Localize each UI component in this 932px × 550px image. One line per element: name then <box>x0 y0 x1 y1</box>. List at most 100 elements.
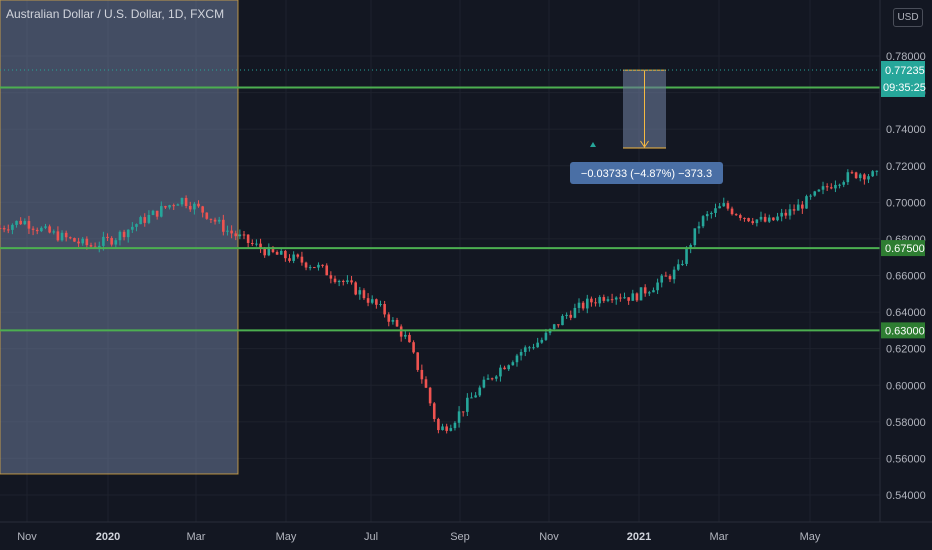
candle-body <box>697 226 701 229</box>
candle-body <box>693 228 697 246</box>
candle-body <box>581 302 585 309</box>
candle-body <box>27 221 31 229</box>
candle-body <box>850 172 854 174</box>
candle-body <box>201 206 204 213</box>
candle-body <box>6 229 10 231</box>
candle-body <box>507 365 511 370</box>
candle-body <box>44 226 47 228</box>
candle-body <box>739 215 742 218</box>
horizontal-levels[interactable] <box>0 86 880 332</box>
candle-body <box>813 191 817 196</box>
candle-body <box>755 219 759 224</box>
candle-body <box>792 209 796 211</box>
candle-body <box>106 236 109 238</box>
last-price-tag <box>881 60 925 97</box>
candle-body <box>48 226 51 233</box>
candle-body <box>143 217 147 223</box>
candle-body <box>184 197 188 206</box>
candle-body <box>838 184 841 186</box>
candle-body <box>437 418 440 431</box>
candle-body <box>11 224 14 230</box>
candle-body <box>31 228 35 230</box>
y-tick-label: 0.64000 <box>886 307 926 319</box>
candle-body <box>337 280 341 283</box>
candle-body <box>242 234 246 236</box>
candle-body <box>213 219 217 222</box>
candle-body <box>594 302 597 304</box>
candle-body <box>358 290 362 295</box>
candle-body <box>478 387 482 396</box>
candle-body <box>346 280 349 283</box>
time-axis[interactable] <box>0 522 932 550</box>
y-tick-label: 0.66000 <box>886 271 926 283</box>
candle-body <box>499 367 502 377</box>
price-range-measure[interactable]: −0.03733 (−4.87%) −373.3 <box>570 69 723 184</box>
candle-body <box>428 387 432 404</box>
candle-body <box>643 287 647 294</box>
candle-body <box>668 276 672 280</box>
candle-body <box>180 197 184 205</box>
candle-body <box>329 275 333 279</box>
x-tick-label: Mar <box>187 531 206 543</box>
candle-body <box>532 347 535 349</box>
candle-body <box>796 204 800 211</box>
candle-body <box>52 231 56 233</box>
candle-body <box>664 275 668 277</box>
candle-body <box>188 205 192 210</box>
candle-body <box>317 264 320 268</box>
y-tick-label: 0.70000 <box>886 197 926 209</box>
candle-body <box>561 315 564 326</box>
candle-body <box>449 428 453 431</box>
candle-body <box>172 205 176 207</box>
candle-body <box>168 205 171 208</box>
candle-body <box>56 231 60 241</box>
candle-body <box>482 379 486 388</box>
candle-body <box>565 314 568 316</box>
candle-body <box>383 304 386 315</box>
candle-body <box>685 248 688 264</box>
candle-body <box>503 367 506 370</box>
candle-body <box>875 170 879 172</box>
candle-body <box>35 229 39 232</box>
candle-body <box>279 250 283 255</box>
currency-button[interactable]: USD <box>893 8 923 27</box>
candle-body <box>288 258 291 261</box>
candle-body <box>466 397 469 412</box>
candle-body <box>705 214 709 217</box>
x-tick-label: 2021 <box>627 531 651 543</box>
candle-body <box>701 216 705 227</box>
level-price-text: 0.67500 <box>885 243 925 255</box>
candle-body <box>267 247 271 256</box>
candle-body <box>817 189 821 192</box>
candle-body <box>387 314 391 322</box>
candle-body <box>97 245 101 248</box>
candle-body <box>631 293 635 301</box>
candle-body <box>743 217 746 219</box>
x-axis-labels: Nov 2020 Mar May Jul Sep Nov 2021 Mar May <box>17 531 821 543</box>
candle-body <box>639 287 643 301</box>
y-tick-label: 0.56000 <box>886 453 926 465</box>
level-price-tag <box>881 240 925 257</box>
candle-body <box>772 217 775 221</box>
candle-body <box>60 232 64 241</box>
candle-body <box>863 174 866 180</box>
candle-body <box>77 241 80 244</box>
candle-body <box>333 278 337 283</box>
candle-body <box>805 196 808 209</box>
candle-body <box>391 319 395 322</box>
candle-body <box>209 218 213 220</box>
candle-body <box>751 221 755 224</box>
candle-body <box>350 280 353 283</box>
candle-body <box>110 237 113 245</box>
x-tick-label: Mar <box>710 531 729 543</box>
y-tick-label: 0.72000 <box>886 161 926 173</box>
y-axis-labels: 0.54000 0.56000 0.58000 0.60000 0.62000 0.640… <box>886 51 926 502</box>
x-tick-label: May <box>276 531 297 543</box>
candle-body <box>788 209 792 216</box>
y-tick-label: 0.58000 <box>886 417 926 429</box>
candle-body <box>536 342 539 348</box>
candle-body <box>404 334 407 337</box>
x-tick-label: 2020 <box>96 531 120 543</box>
candle-body <box>259 243 262 249</box>
